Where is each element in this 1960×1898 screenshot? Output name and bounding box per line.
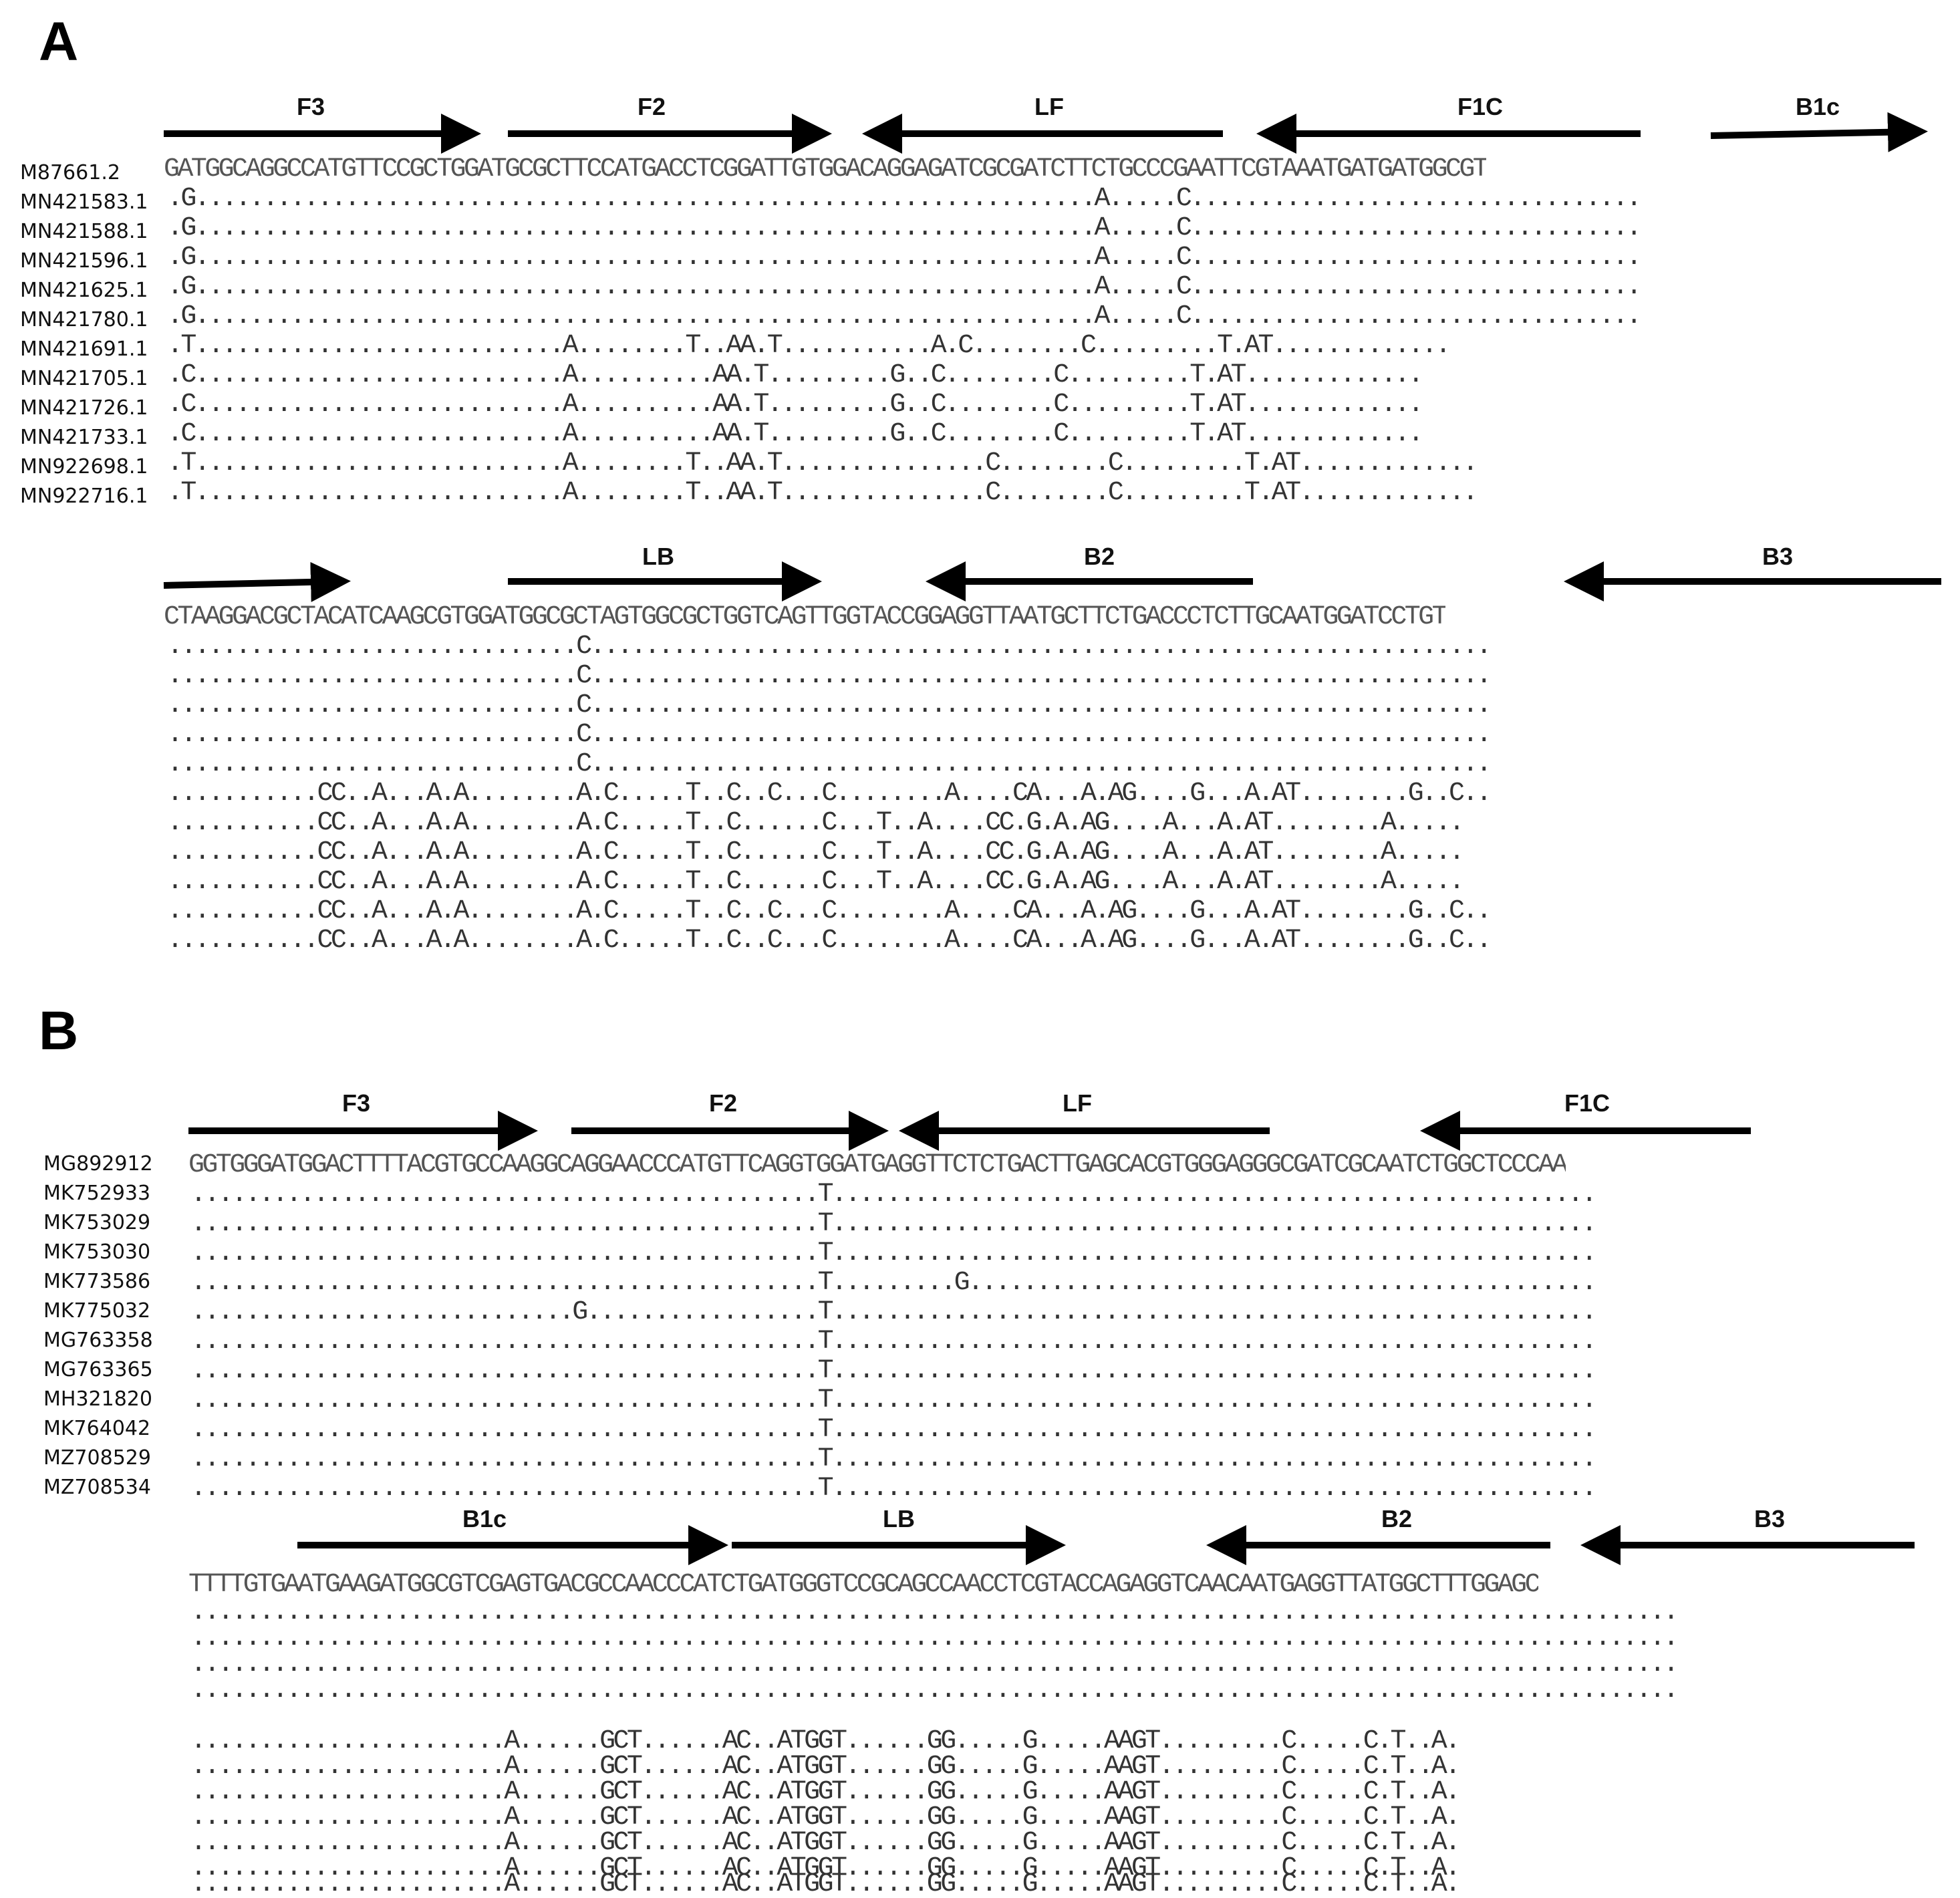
accession-label: MN922698.1	[20, 455, 148, 479]
alignment-row: ...........CC..A...A.A........A.C.....T.…	[167, 869, 1463, 896]
accession-label: M87661.2	[20, 161, 120, 184]
accession-label: MN421625.1	[20, 279, 148, 302]
alignment-row: ............................G...........…	[190, 1299, 1595, 1326]
alignment-row: ........................................…	[190, 1417, 1595, 1444]
accession-label: MZ708529	[43, 1446, 151, 1470]
accession-label: MN421705.1	[20, 367, 148, 390]
accession-label: MH321820	[43, 1387, 152, 1411]
alignment-row: ...........CC..A...A.A........A.C.....T.…	[167, 898, 1490, 925]
alignment-row: .G......................................…	[167, 186, 1640, 213]
alignment-row: .G......................................…	[167, 274, 1640, 301]
reference-sequence: GATGGCAGGCCATGTTCCGCTGGATGCGCTTCCATGACCT…	[164, 156, 1487, 183]
accession-label: MG892912	[43, 1152, 153, 1176]
alignment-row: ........................................…	[190, 1270, 1595, 1297]
alignment-row: .......................A......GCT......A…	[190, 1855, 1459, 1882]
accession-label: MZ708534	[43, 1476, 151, 1499]
accession-label: MN421780.1	[20, 308, 148, 331]
arrow-a-b1c	[1710, 112, 1928, 152]
panel-a-letter: A	[39, 11, 79, 72]
alignment-row: ........................................…	[190, 1625, 1677, 1652]
alignment-row: ........................................…	[190, 1329, 1595, 1355]
alignment-row: .......................A......GCT......A…	[190, 1754, 1459, 1780]
primer-label-b-f2: F2	[708, 1089, 738, 1117]
alignment-row: .T...........................A........T.…	[167, 450, 1476, 477]
accession-label: MG763365	[43, 1358, 153, 1381]
alignment-row: ........................................…	[190, 1240, 1595, 1267]
primer-label-b-b1c: B1c	[462, 1505, 507, 1532]
primer-label-a-b2: B2	[1083, 543, 1115, 570]
arrow-a-b1c-cont	[163, 561, 351, 602]
accession-label: MN421691.1	[20, 337, 148, 361]
accession-label: MN922716.1	[20, 485, 148, 508]
primer-label-b-lf: LF	[1063, 1089, 1092, 1117]
accession-label: MN421596.1	[20, 249, 148, 273]
alignment-row: ........................................…	[190, 1211, 1595, 1238]
primer-label-b-b2: B2	[1381, 1505, 1413, 1532]
accession-label: MK753030	[43, 1240, 151, 1264]
primer-label-a-lf: LF	[1034, 93, 1064, 120]
reference-sequence: TTTTGTGAATGAAGATGGCGTCGAGTGACGCCAACCCATC…	[188, 1572, 1538, 1599]
primer-label-a-f3: F3	[296, 93, 325, 120]
accession-label: MK753029	[43, 1211, 151, 1234]
accession-label: MK752933	[43, 1182, 151, 1205]
alignment-row: ..............................C.........…	[167, 692, 1490, 719]
alignment-row: ...........CC..A...A.A........A.C.....T.…	[167, 781, 1490, 807]
accession-label: MK764042	[43, 1417, 151, 1440]
alignment-row: ..............................C.........…	[167, 634, 1490, 660]
primer-label-a-lb: LB	[642, 543, 674, 570]
alignment-row: .......................A......GCT......A…	[190, 1871, 1459, 1898]
alignment-row: .......................A......GCT......A…	[190, 1830, 1459, 1857]
alignment-row: ........................................…	[190, 1387, 1595, 1414]
alignment-row: ........................................…	[190, 1651, 1677, 1678]
primer-label-a-b1c: B1c	[1795, 93, 1840, 120]
alignment-row: ........................................…	[190, 1358, 1595, 1385]
accession-label: MN421588.1	[20, 220, 148, 243]
alignment-row: ........................................…	[190, 1677, 1677, 1704]
alignment-row: ..............................C.........…	[167, 663, 1490, 690]
accession-label: MN421733.1	[20, 426, 148, 449]
alignment-row: .T...........................A........T.…	[167, 480, 1476, 507]
alignment-row: .C...........................A..........…	[167, 362, 1422, 389]
primer-label-b-b3: B3	[1754, 1505, 1786, 1532]
primer-label-a-f1c: F1C	[1457, 93, 1504, 120]
alignment-row: .C...........................A..........…	[167, 421, 1422, 448]
accession-label: MK775032	[43, 1299, 151, 1323]
accession-label: MN421726.1	[20, 396, 148, 420]
alignment-row: .T...........................A........T.…	[167, 333, 1449, 360]
accession-label: MG763358	[43, 1329, 153, 1352]
alignment-row: ........................................…	[190, 1476, 1595, 1502]
alignment-row: ...........CC..A...A.A........A.C.....T.…	[167, 810, 1463, 837]
primer-label-a-b3: B3	[1762, 543, 1794, 570]
alignment-row: ........................................…	[190, 1599, 1677, 1626]
reference-sequence: CTAAGGACGCTACATCAAGCGTGGATGGCGCTAGTGGCGC…	[164, 604, 1445, 631]
alignment-row: .G......................................…	[167, 303, 1640, 330]
accession-label: MK773586	[43, 1270, 151, 1293]
alignment-row: .......................A......GCT......A…	[190, 1804, 1459, 1831]
alignment-row: .G......................................…	[167, 245, 1640, 271]
panel-b-letter: B	[39, 1000, 79, 1061]
accession-label: MN421583.1	[20, 190, 148, 214]
alignment-row: .......................A......GCT......A…	[190, 1779, 1459, 1806]
primer-label-a-f2: F2	[637, 93, 666, 120]
primer-label-b-f1c: F1C	[1564, 1089, 1611, 1117]
reference-sequence: GGTGGGATGGACTTTTACGTGCCAAGGCAGGAACCCATGT…	[188, 1152, 1566, 1179]
alignment-row: ........................................…	[190, 1182, 1595, 1208]
alignment-row: .......................A......GCT......A…	[190, 1728, 1459, 1755]
alignment-row: .G......................................…	[167, 215, 1640, 242]
alignment-row: ..............................C.........…	[167, 751, 1490, 778]
alignment-row: ...........CC..A...A.A........A.C.....T.…	[167, 928, 1490, 954]
alignment-row: ..............................C.........…	[167, 722, 1490, 749]
primer-label-b-lb: LB	[883, 1505, 915, 1532]
primer-label-b-f3: F3	[341, 1089, 371, 1117]
alignment-row: .C...........................A..........…	[167, 392, 1422, 418]
alignment-row: ........................................…	[190, 1446, 1595, 1473]
alignment-row: ...........CC..A...A.A........A.C.....T.…	[167, 839, 1463, 866]
